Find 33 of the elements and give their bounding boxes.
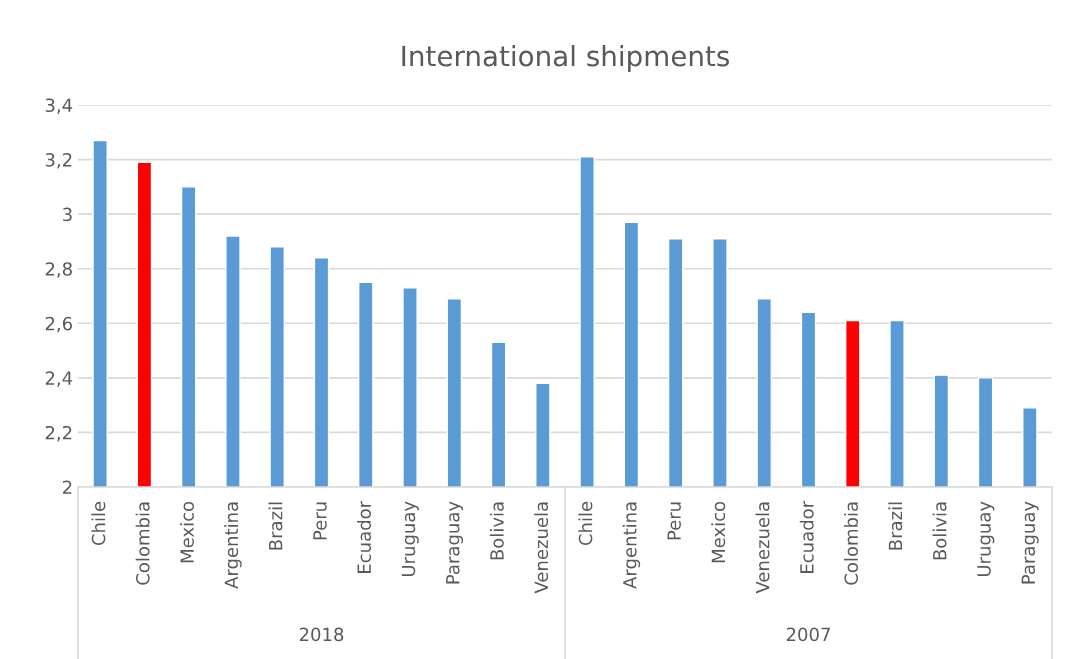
x-tick-label: Paraguay xyxy=(1021,501,1039,584)
chart-title: International shipments xyxy=(402,45,729,72)
x-tick-label: Argentina xyxy=(224,502,242,589)
y-tick-label: 2,6 xyxy=(45,316,72,333)
x-tick-label: Venezuela xyxy=(534,502,549,594)
y-tick-label: 2,2 xyxy=(45,425,72,442)
x-tick-label: Argentina xyxy=(622,502,641,589)
x-tick-label: Peru xyxy=(667,502,681,540)
x-tick-label: Uruguay xyxy=(401,501,419,577)
x-tick-label: Uruguay xyxy=(977,501,995,577)
text: 2007 xyxy=(786,627,830,642)
x-tick-label: Colombia xyxy=(135,502,150,585)
y-tick-label: 3 xyxy=(63,207,72,222)
text: 2018 xyxy=(299,627,344,642)
x-tick-label: Mexico xyxy=(711,501,726,563)
x-tick-label: Chile xyxy=(91,501,106,546)
y-tick-label: 2,8 xyxy=(45,262,72,278)
x-tick-label: Venezuela xyxy=(755,502,770,594)
y-tick-label: 3,4 xyxy=(45,98,73,114)
x-tick-label: Colombia xyxy=(844,502,859,585)
x-tick-label: Ecuador xyxy=(799,500,814,573)
x-tick-label: Peru xyxy=(313,502,327,540)
x-tick-label: Bolivia xyxy=(489,502,504,560)
y-tick-label: 3,2 xyxy=(45,153,72,169)
x-tick-label: Bolivia xyxy=(932,502,947,560)
x-tick-label: Mexico xyxy=(179,501,194,563)
y-tick-label: 2,4 xyxy=(45,371,73,387)
x-tick-label: Ecuador xyxy=(357,500,372,573)
x-tick-label: Paraguay xyxy=(446,501,464,584)
y-tick-label: 2 xyxy=(62,480,72,494)
x-tick-label: Brazil xyxy=(268,502,283,550)
x-tick-label: Brazil xyxy=(888,502,903,550)
x-tick-label: Chile xyxy=(578,501,593,546)
